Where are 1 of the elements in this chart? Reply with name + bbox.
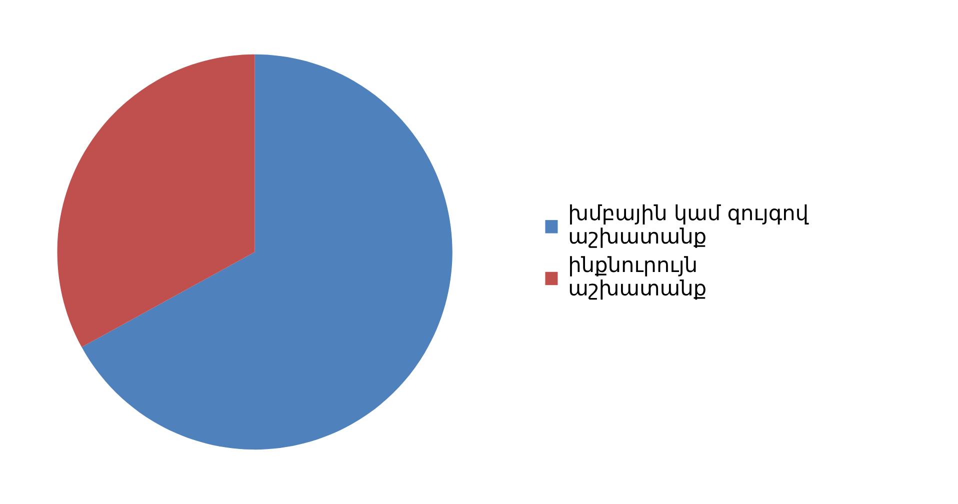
legend-label: ինքնուրույն աշխատանք <box>570 256 706 300</box>
